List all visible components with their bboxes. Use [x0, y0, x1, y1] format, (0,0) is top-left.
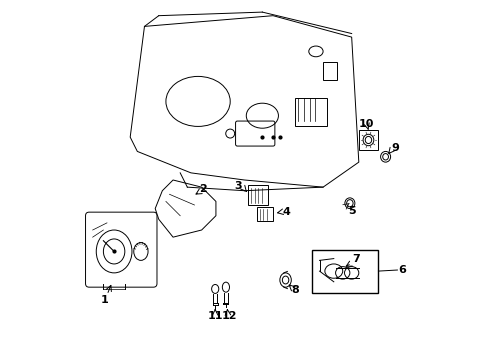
Text: 6: 6: [397, 265, 405, 275]
Text: 3: 3: [234, 181, 242, 192]
Text: 8: 8: [291, 285, 299, 295]
Bar: [294, 98, 326, 126]
Bar: [257, 207, 272, 221]
Bar: [323, 62, 337, 80]
Text: 4: 4: [282, 207, 289, 217]
Polygon shape: [155, 180, 216, 237]
Text: 11: 11: [207, 311, 223, 321]
Text: 10: 10: [358, 119, 373, 129]
Text: 9: 9: [391, 143, 399, 153]
Bar: [247, 185, 267, 205]
Bar: [312, 249, 378, 293]
Text: 7: 7: [351, 254, 359, 264]
Text: 1: 1: [101, 295, 108, 305]
Bar: [358, 130, 378, 150]
Text: 5: 5: [347, 206, 355, 216]
Text: 2: 2: [199, 184, 207, 194]
Text: 12: 12: [221, 311, 236, 321]
